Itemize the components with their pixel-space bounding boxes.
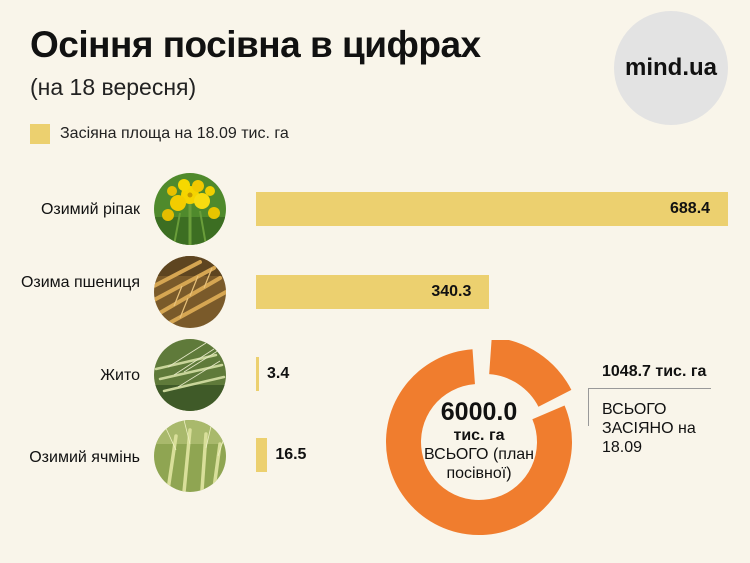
bar-value-wheat: 340.3 — [431, 283, 472, 300]
bar-rapeseed — [256, 192, 728, 226]
donut-remaining-slice — [386, 349, 572, 535]
page-subtitle: (на 18 вересня) — [30, 74, 197, 100]
category-label-wheat: Озима пшениця — [20, 274, 140, 291]
legend-label: Засіяна площа на 18.09 тис. га — [60, 125, 289, 142]
bar-value-rye: 3.4 — [267, 365, 290, 382]
sown-total-value: 1048.7 тис. га — [602, 363, 707, 380]
sown-total-description: ВСЬОГО ЗАСІЯНО на 18.09 — [602, 401, 696, 456]
legend-swatch — [30, 124, 50, 144]
annotation-line — [588, 388, 711, 389]
mind-ua-logo[interactable]: mind.ua — [614, 11, 728, 125]
bar-value-barley: 16.5 — [275, 446, 307, 463]
barley-ears-icon — [154, 420, 226, 492]
donut-sown-slice — [489, 340, 572, 407]
bar-rye — [256, 357, 259, 391]
logo-text: mind.ua — [624, 54, 717, 81]
rye-ears-icon — [154, 339, 226, 411]
category-label-rapeseed: Озимий ріпак — [40, 201, 140, 218]
bar-wheat — [256, 275, 490, 309]
category-label-rye: Жито — [100, 367, 140, 384]
sowing-plan-donut — [386, 340, 572, 535]
annotation-connector — [588, 388, 589, 426]
rapeseed-flower-icon — [154, 173, 226, 245]
category-label-barley: Озимий ячмінь — [29, 449, 140, 466]
bar-barley — [256, 438, 268, 472]
page-title: Осіння посівна в цифрах — [30, 24, 481, 65]
wheat-ears-icon — [154, 256, 226, 328]
bar-value-rapeseed: 688.4 — [670, 200, 711, 217]
chart-legend: Засіяна площа на 18.09 тис. га — [30, 124, 289, 144]
